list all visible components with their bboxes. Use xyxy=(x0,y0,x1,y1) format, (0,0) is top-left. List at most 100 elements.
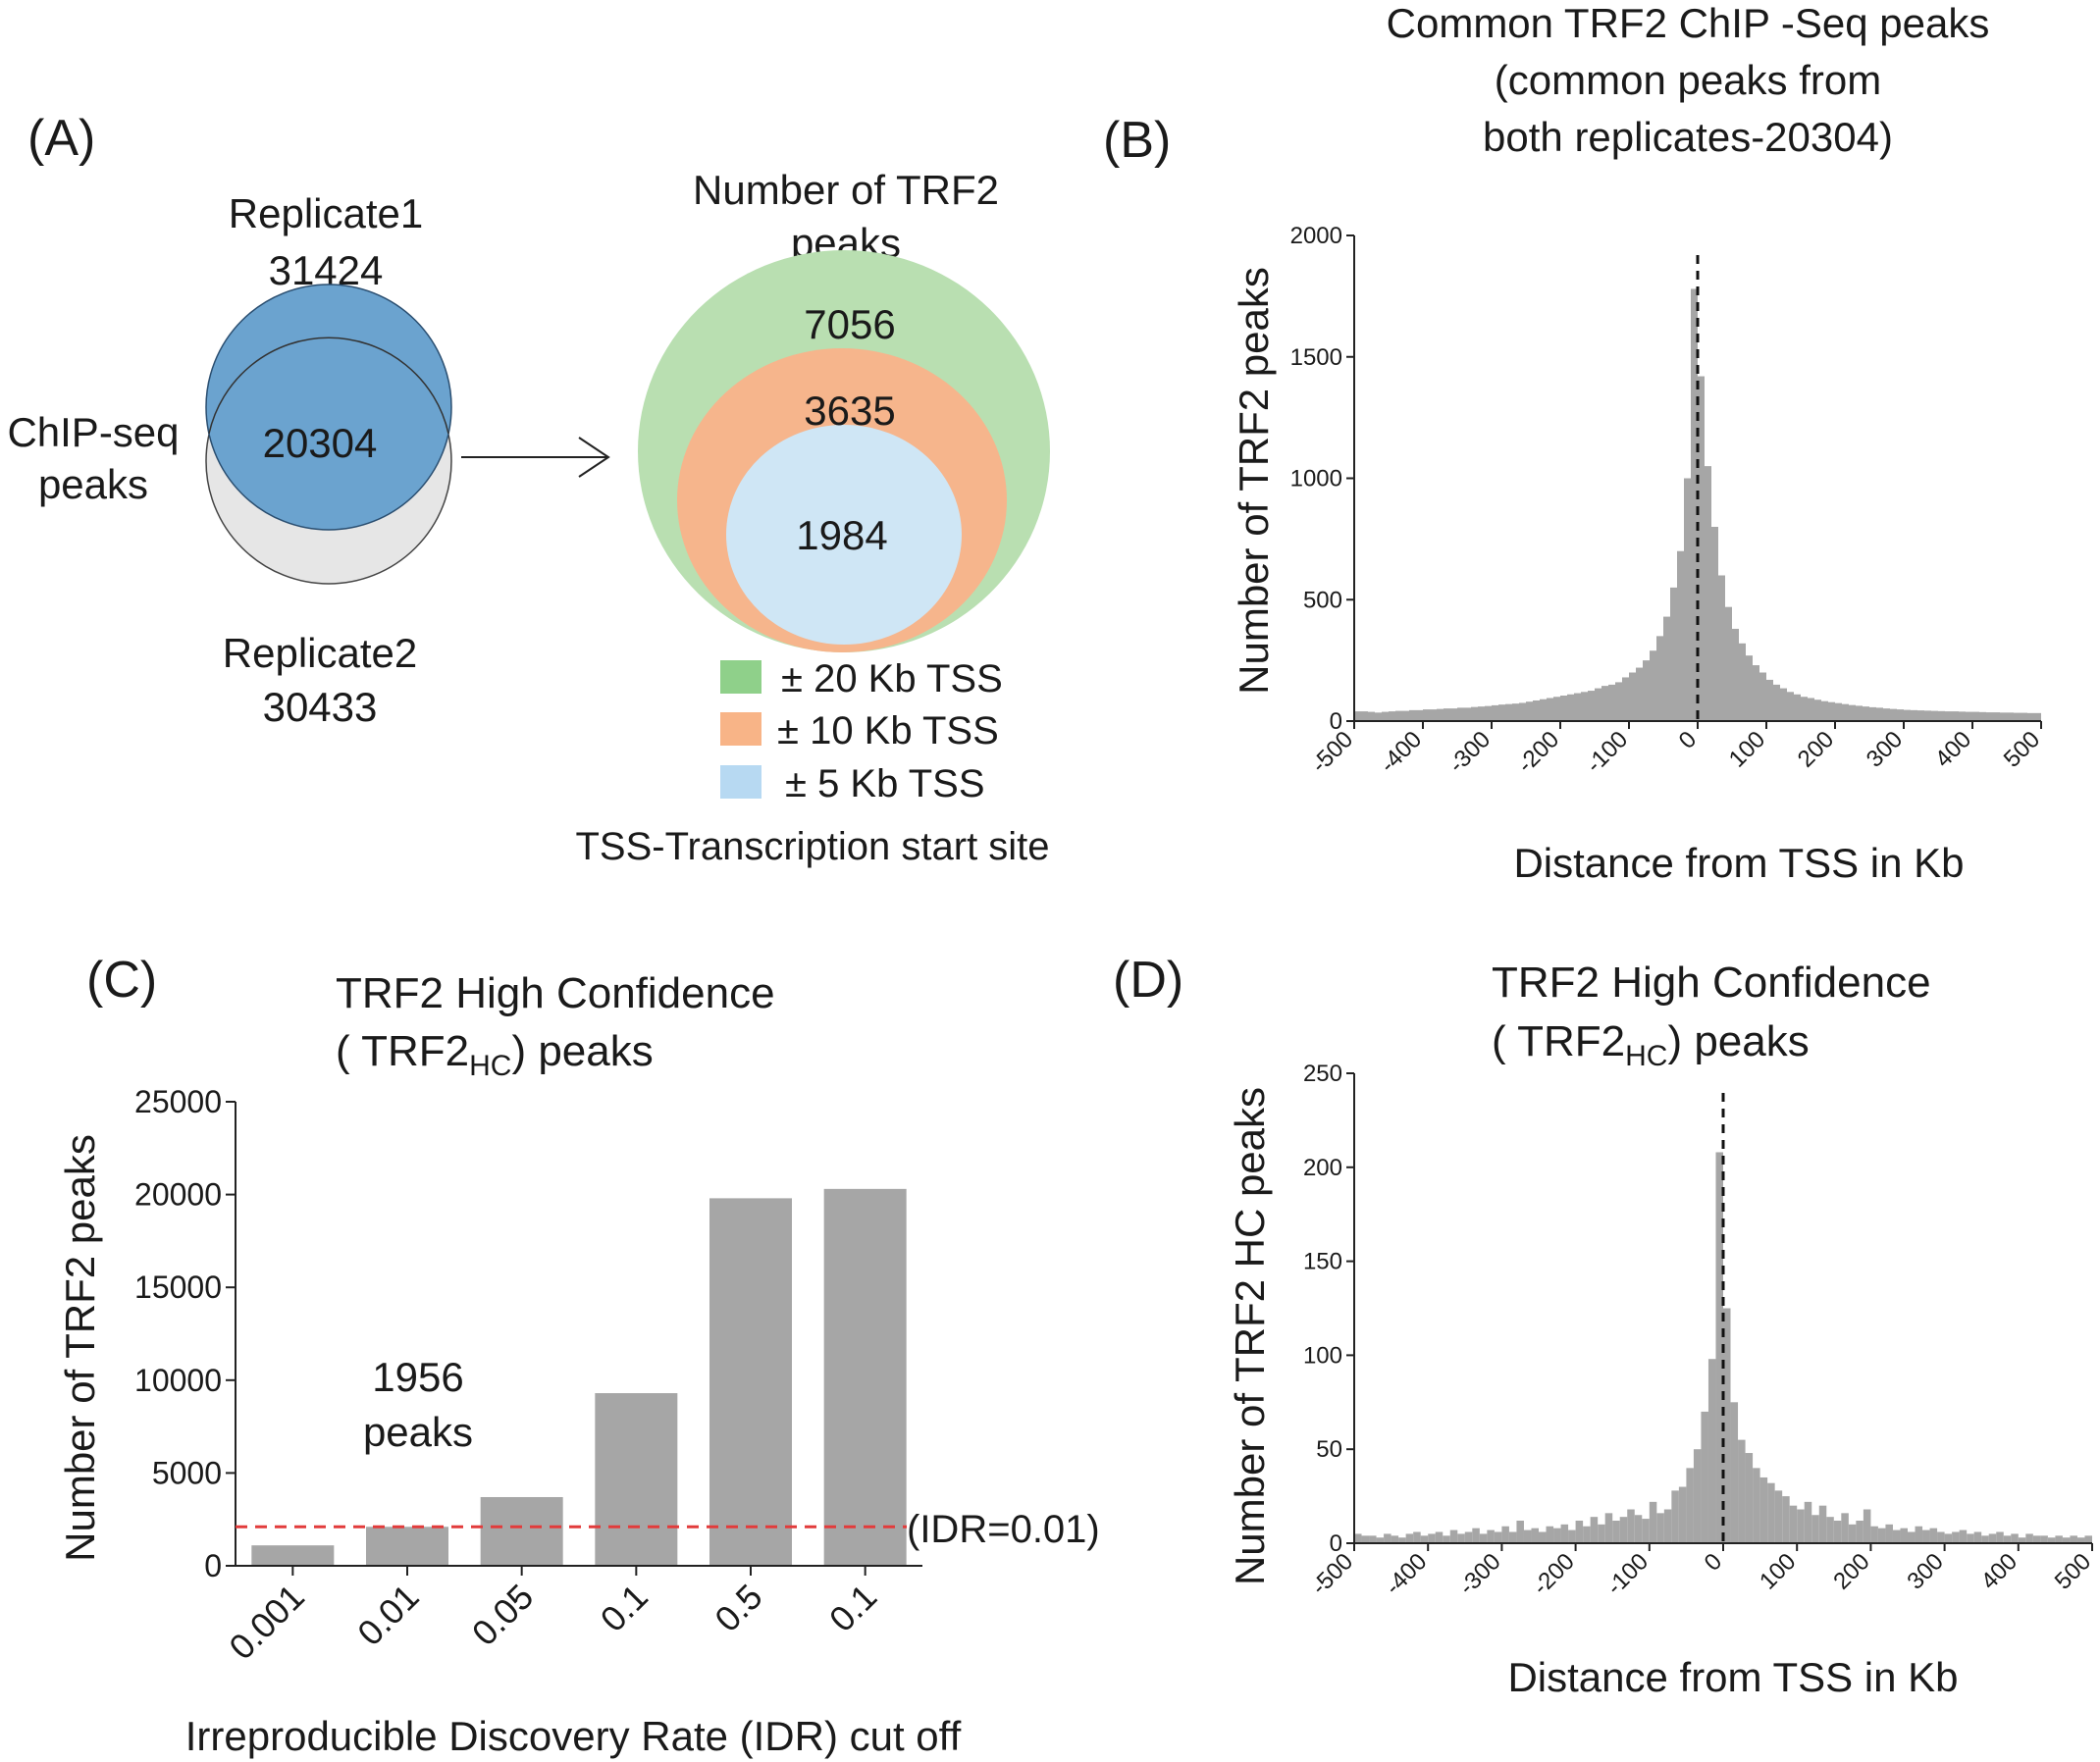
histogram-bar xyxy=(1540,699,1547,721)
arrow xyxy=(461,437,610,478)
x-tick-label: -100 xyxy=(1581,726,1633,778)
histogram-bar xyxy=(1972,711,1979,721)
histogram-bar xyxy=(1988,1533,1997,1543)
nested-title-line1: Number of TRF2 xyxy=(693,167,999,213)
histogram-bar xyxy=(1472,1528,1480,1543)
histogram-bar xyxy=(1395,710,1402,721)
legend-swatch-10kb xyxy=(720,712,761,746)
histogram-bar xyxy=(1405,1533,1414,1543)
x-tick-label: -100 xyxy=(1601,1548,1654,1600)
histogram-bar xyxy=(1670,587,1677,721)
histogram-bar xyxy=(1457,707,1464,721)
panel-d: (D) TRF2 High Confidence ( TRF2HC) peaks… xyxy=(1113,952,2096,1700)
histogram-bar xyxy=(1409,709,1416,721)
histogram-bar xyxy=(1608,684,1615,721)
x-tick-label: 0.5 xyxy=(707,1577,769,1639)
histogram-bar xyxy=(1981,1535,1989,1543)
histogram-bar xyxy=(1789,1505,1798,1543)
y-tick-label: 250 xyxy=(1303,1061,1342,1087)
histogram-bar xyxy=(1794,694,1801,721)
y-tick-label: 15000 xyxy=(134,1270,222,1305)
histogram-bar xyxy=(1698,376,1705,721)
inner-count: 1984 xyxy=(796,512,887,558)
x-tick-label: 200 xyxy=(1828,1548,1874,1594)
panel-c: (C) TRF2 High Confidence ( TRF2HC) peaks… xyxy=(57,952,1100,1759)
x-tick-label: -500 xyxy=(1306,726,1358,778)
histogram-bar xyxy=(2021,712,2027,721)
idr-bar xyxy=(595,1393,678,1566)
panel-d-label: (D) xyxy=(1113,952,1183,1009)
histogram-bar xyxy=(1848,1524,1857,1543)
histogram-bar xyxy=(1677,550,1684,721)
histogram-bar xyxy=(1519,702,1526,721)
x-tick-label: 300 xyxy=(1862,726,1908,772)
histogram-bar xyxy=(1382,711,1389,721)
histogram-bar xyxy=(1739,643,1746,721)
panel-c-annotation-line2: peaks xyxy=(363,1409,473,1455)
y-tick-label: 500 xyxy=(1303,587,1342,613)
tss-footnote: TSS-Transcription start site xyxy=(575,825,1049,868)
y-tick-label: 100 xyxy=(1303,1342,1342,1369)
histogram-bar xyxy=(1759,1477,1768,1543)
y-tick-label: 150 xyxy=(1303,1249,1342,1275)
histogram-bar xyxy=(1870,1526,1878,1543)
panel-d-title-line2: ( TRF2HC) peaks xyxy=(1492,1017,1810,1072)
chipseq-label-line2: peaks xyxy=(38,461,148,507)
histogram-bar xyxy=(1686,1468,1694,1543)
histogram-bar xyxy=(1693,1449,1702,1543)
histogram-bar xyxy=(1952,1531,1960,1543)
histogram-bar xyxy=(1876,707,1883,721)
histogram-bar xyxy=(1723,1308,1731,1543)
histogram-bar xyxy=(1684,478,1691,721)
histogram-bar xyxy=(1413,1531,1421,1543)
histogram-bar xyxy=(1615,682,1622,721)
histogram-bar xyxy=(1856,1521,1864,1543)
histogram-bar xyxy=(1588,691,1595,721)
histogram-bar xyxy=(1533,700,1540,721)
histogram-bar xyxy=(1590,1517,1599,1543)
panel-d-plot: 0 50 100 150 200 250 -500 -400 -300 -200 -100 0 100 2… xyxy=(1303,1061,2096,1600)
x-tick-label: 200 xyxy=(1793,726,1839,772)
panel-c-label: (C) xyxy=(86,952,157,1009)
panel-d-xlabel: Distance from TSS in Kb xyxy=(1507,1654,1958,1700)
y-tick-label: 0 xyxy=(1330,708,1342,735)
histogram-bar xyxy=(1375,712,1382,721)
x-tick-label: 0.001 xyxy=(221,1577,312,1668)
histogram-bar xyxy=(1547,698,1553,721)
histogram-bar xyxy=(1539,1531,1547,1543)
panel-c-xlabel: Irreproducible Discovery Rate (IDR) cut … xyxy=(185,1713,962,1759)
histogram-bar xyxy=(1711,527,1718,721)
histogram-bar xyxy=(1804,1501,1812,1543)
histogram-bar xyxy=(1560,1524,1569,1543)
y-tick-label: 200 xyxy=(1303,1155,1342,1181)
x-tick-label: -300 xyxy=(1444,726,1496,778)
histogram-bar xyxy=(1828,701,1835,721)
histogram-bar xyxy=(1924,710,1931,721)
histogram-bar xyxy=(1574,693,1581,721)
histogram-bar xyxy=(1601,686,1608,721)
histogram-bar xyxy=(1485,705,1492,721)
y-tick-label: 5000 xyxy=(152,1455,222,1490)
histogram-bar xyxy=(1915,1526,1923,1543)
y-tick-label: 0 xyxy=(1330,1530,1342,1557)
legend-swatch-5kb xyxy=(720,765,761,799)
histogram-bar xyxy=(1835,702,1842,721)
histogram-bar xyxy=(1376,1537,1385,1543)
histogram-bar xyxy=(1354,1533,1362,1543)
histogram-bar xyxy=(1568,1529,1576,1543)
histogram-bar xyxy=(1523,1529,1532,1543)
y-tick-label: 50 xyxy=(1316,1436,1342,1463)
legend: ± 20 Kb TSS ± 10 Kb TSS ± 5 Kb TSS xyxy=(720,657,1003,805)
histogram-bar xyxy=(1869,706,1876,721)
histogram-bar xyxy=(1986,712,1993,721)
histogram-bar xyxy=(1636,667,1643,721)
x-tick-label: -400 xyxy=(1375,726,1427,778)
histogram-bar xyxy=(1890,708,1897,721)
histogram-bar xyxy=(1979,711,1986,721)
histogram-bar xyxy=(1811,1515,1819,1543)
histogram-bar xyxy=(1546,1526,1554,1543)
histogram-bar xyxy=(1883,708,1890,721)
histogram-bar xyxy=(1732,628,1739,721)
histogram-bar xyxy=(1908,1531,1916,1543)
histogram-bar xyxy=(1430,709,1437,721)
